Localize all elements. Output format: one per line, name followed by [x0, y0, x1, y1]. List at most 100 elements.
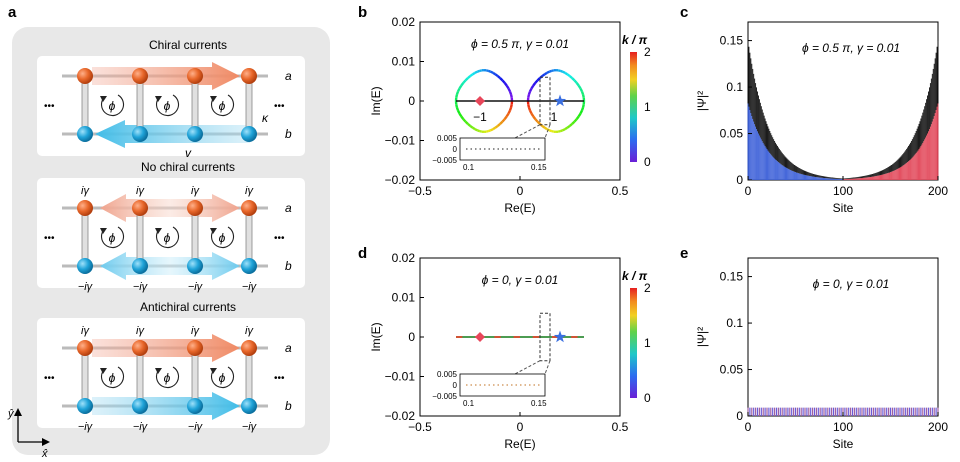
spectrum-loop	[579, 87, 584, 93]
spectrum-loop	[501, 118, 506, 123]
y-tick-label: 0.01	[392, 55, 416, 69]
spectrum-loop	[467, 75, 472, 80]
y-tick-label: 0.1	[726, 80, 743, 94]
spectrum-loop	[503, 82, 508, 87]
ladder-title: No chiral currents	[141, 160, 235, 174]
gain-label: iγ	[81, 185, 90, 197]
rung	[81, 207, 89, 267]
spectrum-loop	[505, 112, 510, 118]
site-b	[241, 126, 257, 142]
site-a	[241, 340, 257, 356]
colorbar-tick: 0	[644, 155, 651, 169]
site-a	[77, 340, 93, 356]
spectrum-loop	[469, 124, 474, 129]
rung	[81, 75, 89, 135]
spectrum-loop	[527, 103, 531, 108]
zoom-connector	[544, 124, 551, 139]
spectrum-loop	[501, 79, 506, 84]
ellipsis: •••	[44, 373, 55, 384]
loop-arrow	[210, 226, 235, 249]
spectrum-loop	[469, 73, 474, 78]
row-label-a: a	[285, 201, 292, 215]
spectrum-loop	[532, 82, 537, 87]
x-tick-label: 0.5	[612, 184, 629, 198]
spectrum-loop	[551, 69, 555, 73]
x-tick-label: 200	[928, 420, 948, 434]
axis-key-y: ŷ	[7, 408, 15, 420]
loop-arrow	[100, 366, 125, 389]
chart-d: −0.5 0 0.5 0.02 0.01 0 −0.01 −0.02 Re(E) Im(E) ϕ =…	[369, 251, 651, 451]
spectrum-loop	[464, 120, 469, 125]
gain-label: iγ	[245, 185, 254, 197]
y-axis-label: Im(E)	[369, 86, 383, 115]
spectrum-loop	[462, 79, 467, 84]
loop-arrow	[155, 94, 180, 117]
colorbar-tick: 2	[644, 45, 651, 59]
y-tick-label: 0.02	[392, 15, 416, 29]
chart-e: 0 100 200 0.15 0.1 0.05 0 Site |Ψ|² ϕ = 0, γ = 0.…	[695, 257, 948, 451]
loss-label: −iγ	[133, 281, 149, 293]
spectrum-loop	[492, 71, 497, 76]
site-b	[187, 258, 203, 274]
ladder-title: Antichiral currents	[140, 300, 236, 314]
loss-label: −iγ	[78, 281, 94, 293]
spectrum-loop	[573, 79, 578, 84]
site-a	[132, 340, 148, 356]
site-b	[132, 258, 148, 274]
site-a	[77, 68, 93, 84]
inset-y-tick: 0.005	[437, 370, 458, 379]
y-axis-label: |Ψ|²	[695, 327, 709, 347]
inset-x-tick: 0.15	[531, 163, 547, 172]
phi-label: ϕ	[164, 231, 171, 245]
site-a	[187, 68, 203, 84]
loss-label: −iγ	[242, 421, 258, 433]
spectrum-loop	[476, 129, 480, 133]
y-tick-label: −0.02	[385, 409, 416, 423]
panel-label-e: e	[680, 245, 688, 262]
panel-label-b: b	[358, 4, 367, 21]
colorbar	[630, 52, 637, 162]
colorbar-tick: 1	[644, 100, 651, 114]
current-arrow	[92, 334, 240, 362]
y-axis-label: |Ψ|²	[695, 91, 709, 111]
rung	[245, 75, 253, 135]
y-tick-label: 0.05	[720, 363, 744, 377]
spectrum-loop	[456, 87, 461, 93]
inset-y-tick: −0.005	[432, 156, 457, 165]
zoom-box	[539, 312, 551, 362]
site-a	[187, 340, 203, 356]
colorbar	[630, 288, 637, 398]
loop-arrow	[210, 366, 235, 389]
y-tick-label: 0.1	[726, 316, 743, 330]
site-a	[241, 200, 257, 216]
loop-arrow-head	[210, 228, 217, 234]
rung	[136, 207, 144, 267]
spectrum-loop	[485, 129, 489, 133]
loop-arrow-head	[155, 368, 162, 374]
spectrum-loop	[528, 109, 533, 115]
spectrum-loop	[474, 128, 478, 132]
spectrum-loop	[528, 87, 533, 93]
current-arrow	[92, 62, 240, 90]
star-marker	[553, 94, 567, 107]
spectrum-loop	[509, 94, 513, 99]
spectrum-loop	[492, 126, 497, 131]
row-label-b: b	[285, 399, 292, 413]
site-a	[77, 200, 93, 216]
spectrum-loop	[530, 84, 535, 90]
site-b	[187, 126, 203, 142]
site-b	[132, 126, 148, 142]
loop-arrow-head	[100, 96, 107, 102]
spectrum-loop	[532, 115, 537, 120]
inset-x-tick: 0.15	[531, 399, 547, 408]
row-label-a: a	[285, 69, 292, 83]
spectrum-loop	[536, 120, 541, 125]
loop-arrow	[100, 94, 125, 117]
spectrum-loop	[462, 118, 467, 123]
spectrum-loop	[534, 118, 539, 123]
y-tick-label: 0.05	[720, 127, 744, 141]
marker-label: 1	[551, 110, 558, 124]
spectrum-loop	[530, 112, 535, 118]
y-tick-label: −0.01	[385, 134, 416, 148]
gain-label: iγ	[245, 325, 254, 337]
